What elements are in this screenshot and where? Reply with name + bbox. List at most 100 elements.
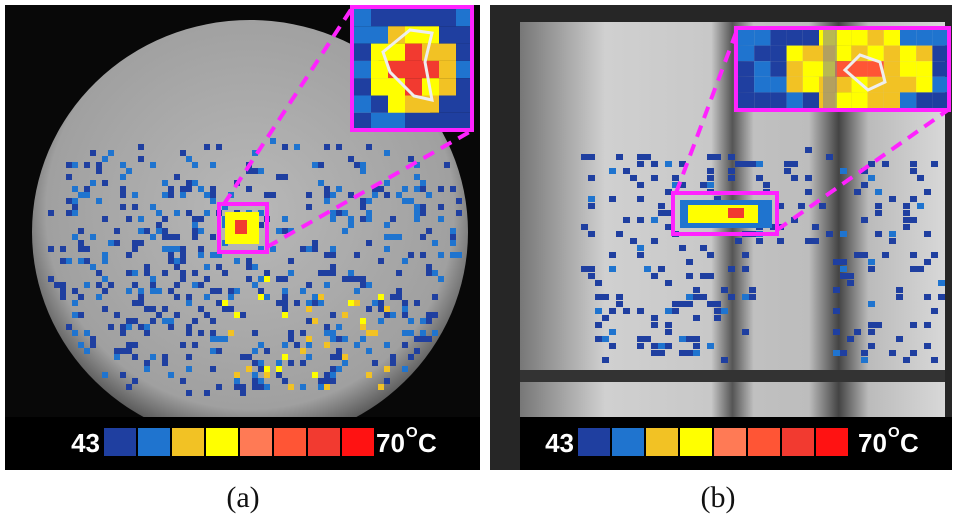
pixel xyxy=(366,306,372,312)
zoom-pixel xyxy=(456,26,473,44)
pixel xyxy=(126,348,132,354)
pixel xyxy=(264,348,270,354)
pixel xyxy=(402,186,408,192)
pixel xyxy=(384,312,390,318)
zoom-pixel xyxy=(802,45,819,62)
pixel xyxy=(721,308,728,314)
pixel xyxy=(616,301,623,307)
pixel xyxy=(96,168,102,174)
color-swatch xyxy=(782,428,814,456)
pixel xyxy=(282,276,288,282)
pixel xyxy=(186,330,192,336)
pixel xyxy=(138,240,144,246)
pixel xyxy=(700,273,707,279)
pixel xyxy=(318,162,324,168)
zoom-pixel xyxy=(405,26,422,44)
pixel xyxy=(910,350,917,356)
pixel xyxy=(798,203,805,209)
pixel xyxy=(318,378,324,384)
pixel xyxy=(66,210,72,216)
pixel xyxy=(791,175,798,181)
pixel xyxy=(78,246,84,252)
pixel xyxy=(742,161,749,167)
zoom-pixel xyxy=(354,78,371,96)
pixel xyxy=(602,294,609,300)
pixel xyxy=(833,308,840,314)
pixel xyxy=(186,210,192,216)
pixel xyxy=(102,288,108,294)
zoom-pixel xyxy=(754,45,771,62)
pixel xyxy=(882,252,889,258)
pixel xyxy=(924,189,931,195)
pixel xyxy=(616,154,623,160)
pixel xyxy=(847,280,854,286)
pixel xyxy=(637,252,644,258)
pixel xyxy=(805,238,812,244)
pixel xyxy=(924,259,931,265)
pixel xyxy=(108,324,114,330)
pixel xyxy=(833,350,840,356)
pixel xyxy=(72,330,78,336)
pixel xyxy=(784,161,791,167)
zoom-pixel xyxy=(802,92,819,108)
pixel xyxy=(861,182,868,188)
contour xyxy=(842,53,887,92)
pixel xyxy=(180,258,186,264)
pixel xyxy=(174,234,180,240)
pixel xyxy=(300,246,306,252)
pixel xyxy=(78,312,84,318)
pixel xyxy=(300,288,306,294)
pixel xyxy=(234,384,240,390)
zoom-pixel xyxy=(754,76,771,93)
pixel xyxy=(875,231,882,237)
color-swatch xyxy=(680,428,712,456)
pixel xyxy=(414,210,420,216)
pixel xyxy=(438,252,444,258)
pixel xyxy=(204,144,210,150)
pixel xyxy=(258,378,264,384)
pixel xyxy=(840,266,847,272)
pixel xyxy=(910,322,917,328)
pixel xyxy=(222,336,228,342)
pixel xyxy=(234,288,240,294)
pixel xyxy=(644,266,651,272)
pixel xyxy=(138,294,144,300)
pixel xyxy=(450,234,456,240)
pixel xyxy=(868,259,875,265)
zoom-pixel xyxy=(900,30,917,46)
pixel xyxy=(66,198,72,204)
pixel xyxy=(438,216,444,222)
pixel xyxy=(258,276,264,282)
pixel xyxy=(78,192,84,198)
pixel xyxy=(168,186,174,192)
zoom-pixel xyxy=(354,95,371,113)
pixel xyxy=(707,154,714,160)
zoom-pixel xyxy=(786,92,803,108)
pixel xyxy=(924,343,931,349)
pixel xyxy=(306,300,312,306)
pixel xyxy=(693,336,700,342)
pixel xyxy=(174,210,180,216)
pixel xyxy=(222,204,228,210)
pixel xyxy=(595,308,602,314)
zoom-pixel xyxy=(439,95,456,113)
pixel xyxy=(679,350,686,356)
pixel xyxy=(330,252,336,258)
pixel xyxy=(318,384,324,390)
pixel xyxy=(246,264,252,270)
pixel xyxy=(204,276,210,282)
pixel xyxy=(770,224,777,230)
pixel xyxy=(861,357,868,363)
zoom-pixel xyxy=(916,92,933,108)
pixel xyxy=(120,348,126,354)
pixel xyxy=(426,228,432,234)
pixel xyxy=(144,324,150,330)
pixel xyxy=(651,350,658,356)
pixel xyxy=(78,294,84,300)
pixel xyxy=(96,162,102,168)
pixel xyxy=(609,252,616,258)
pixel xyxy=(252,168,258,174)
pixel xyxy=(162,354,168,360)
pixel xyxy=(186,186,192,192)
pixel xyxy=(324,144,330,150)
